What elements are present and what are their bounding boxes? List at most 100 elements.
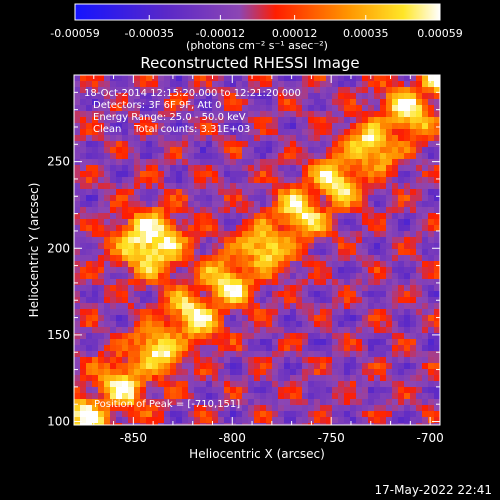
heatmap-cell: [80, 189, 86, 195]
heatmap-cell: [284, 411, 290, 417]
heatmap-cell: [164, 129, 170, 135]
heatmap-cell: [278, 255, 284, 261]
heatmap-cell: [134, 381, 140, 387]
heatmap-cell: [176, 285, 182, 291]
heatmap-cell: [116, 411, 122, 417]
heatmap-cell: [314, 405, 320, 411]
heatmap-cell: [242, 339, 248, 345]
heatmap-cell: [122, 279, 128, 285]
heatmap-cell: [176, 237, 182, 243]
heatmap-cell: [98, 207, 104, 213]
heatmap-cell: [98, 297, 104, 303]
heatmap-cell: [188, 261, 194, 267]
heatmap-cell: [116, 261, 122, 267]
heatmap-cell: [266, 285, 272, 291]
heatmap-cell: [386, 147, 392, 153]
heatmap-cell: [122, 201, 128, 207]
heatmap-cell: [164, 141, 170, 147]
heatmap-cell: [188, 339, 194, 345]
heatmap-cell: [152, 279, 158, 285]
heatmap-cell: [254, 159, 260, 165]
heatmap-cell: [398, 417, 404, 423]
heatmap-cell: [380, 285, 386, 291]
heatmap-cell: [128, 177, 134, 183]
heatmap-cell: [212, 303, 218, 309]
heatmap-cell: [224, 399, 230, 405]
heatmap-cell: [182, 225, 188, 231]
heatmap-cell: [92, 99, 98, 105]
heatmap-cell: [380, 129, 386, 135]
heatmap-cell: [152, 261, 158, 267]
heatmap-cell: [416, 393, 422, 399]
heatmap-cell: [302, 141, 308, 147]
heatmap-cell: [314, 333, 320, 339]
heatmap-cell: [140, 303, 146, 309]
heatmap-cell: [260, 363, 266, 369]
heatmap-cell: [164, 231, 170, 237]
heatmap-cell: [170, 381, 176, 387]
heatmap-cell: [242, 231, 248, 237]
heatmap-cell: [182, 423, 188, 425]
heatmap-cell: [350, 387, 356, 393]
heatmap-cell: [146, 141, 152, 147]
heatmap-cell: [278, 99, 284, 105]
heatmap-cell: [308, 195, 314, 201]
heatmap-cell: [260, 279, 266, 285]
heatmap-cell: [392, 81, 398, 87]
heatmap-cell: [314, 231, 320, 237]
heatmap-cell: [296, 285, 302, 291]
heatmap-cell: [368, 177, 374, 183]
heatmap-cell: [368, 237, 374, 243]
heatmap-cell: [248, 159, 254, 165]
heatmap-cell: [428, 261, 434, 267]
heatmap-cell: [410, 171, 416, 177]
heatmap-cell: [308, 201, 314, 207]
heatmap-cell: [374, 201, 380, 207]
heatmap-cell: [164, 267, 170, 273]
heatmap-cell: [206, 315, 212, 321]
heatmap-cell: [266, 279, 272, 285]
heatmap-cell: [314, 147, 320, 153]
heatmap-cell: [380, 165, 386, 171]
heatmap-cell: [92, 123, 98, 129]
heatmap-cell: [332, 261, 338, 267]
heatmap-cell: [110, 141, 116, 147]
heatmap-cell: [92, 381, 98, 387]
heatmap-cell: [416, 213, 422, 219]
heatmap-cell: [332, 297, 338, 303]
heatmap-cell: [290, 399, 296, 405]
heatmap-cell: [236, 405, 242, 411]
heatmap-cell: [338, 327, 344, 333]
heatmap-cell: [344, 255, 350, 261]
heatmap-cell: [416, 345, 422, 351]
heatmap-cell: [392, 315, 398, 321]
heatmap-cell: [284, 363, 290, 369]
heatmap-cell: [80, 387, 86, 393]
heatmap-cell: [116, 105, 122, 111]
heatmap-cell: [128, 327, 134, 333]
heatmap-cell: [344, 339, 350, 345]
heatmap-cell: [392, 159, 398, 165]
heatmap-cell: [86, 387, 92, 393]
heatmap-cell: [278, 351, 284, 357]
heatmap-cell: [290, 93, 296, 99]
heatmap-cell: [350, 291, 356, 297]
heatmap-cell: [416, 117, 422, 123]
heatmap-cell: [368, 363, 374, 369]
heatmap-cell: [194, 111, 200, 117]
heatmap-cell: [374, 75, 380, 81]
heatmap-cell: [86, 225, 92, 231]
heatmap-cell: [284, 291, 290, 297]
heatmap-cell: [188, 129, 194, 135]
heatmap-cell: [92, 375, 98, 381]
heatmap-cell: [422, 87, 428, 93]
heatmap-cell: [92, 351, 98, 357]
heatmap-cell: [422, 369, 428, 375]
heatmap-cell: [302, 255, 308, 261]
heatmap-cell: [86, 333, 92, 339]
heatmap-cell: [404, 333, 410, 339]
heatmap-cell: [248, 225, 254, 231]
heatmap-cell: [368, 351, 374, 357]
heatmap-cell: [80, 231, 86, 237]
heatmap-cell: [314, 237, 320, 243]
